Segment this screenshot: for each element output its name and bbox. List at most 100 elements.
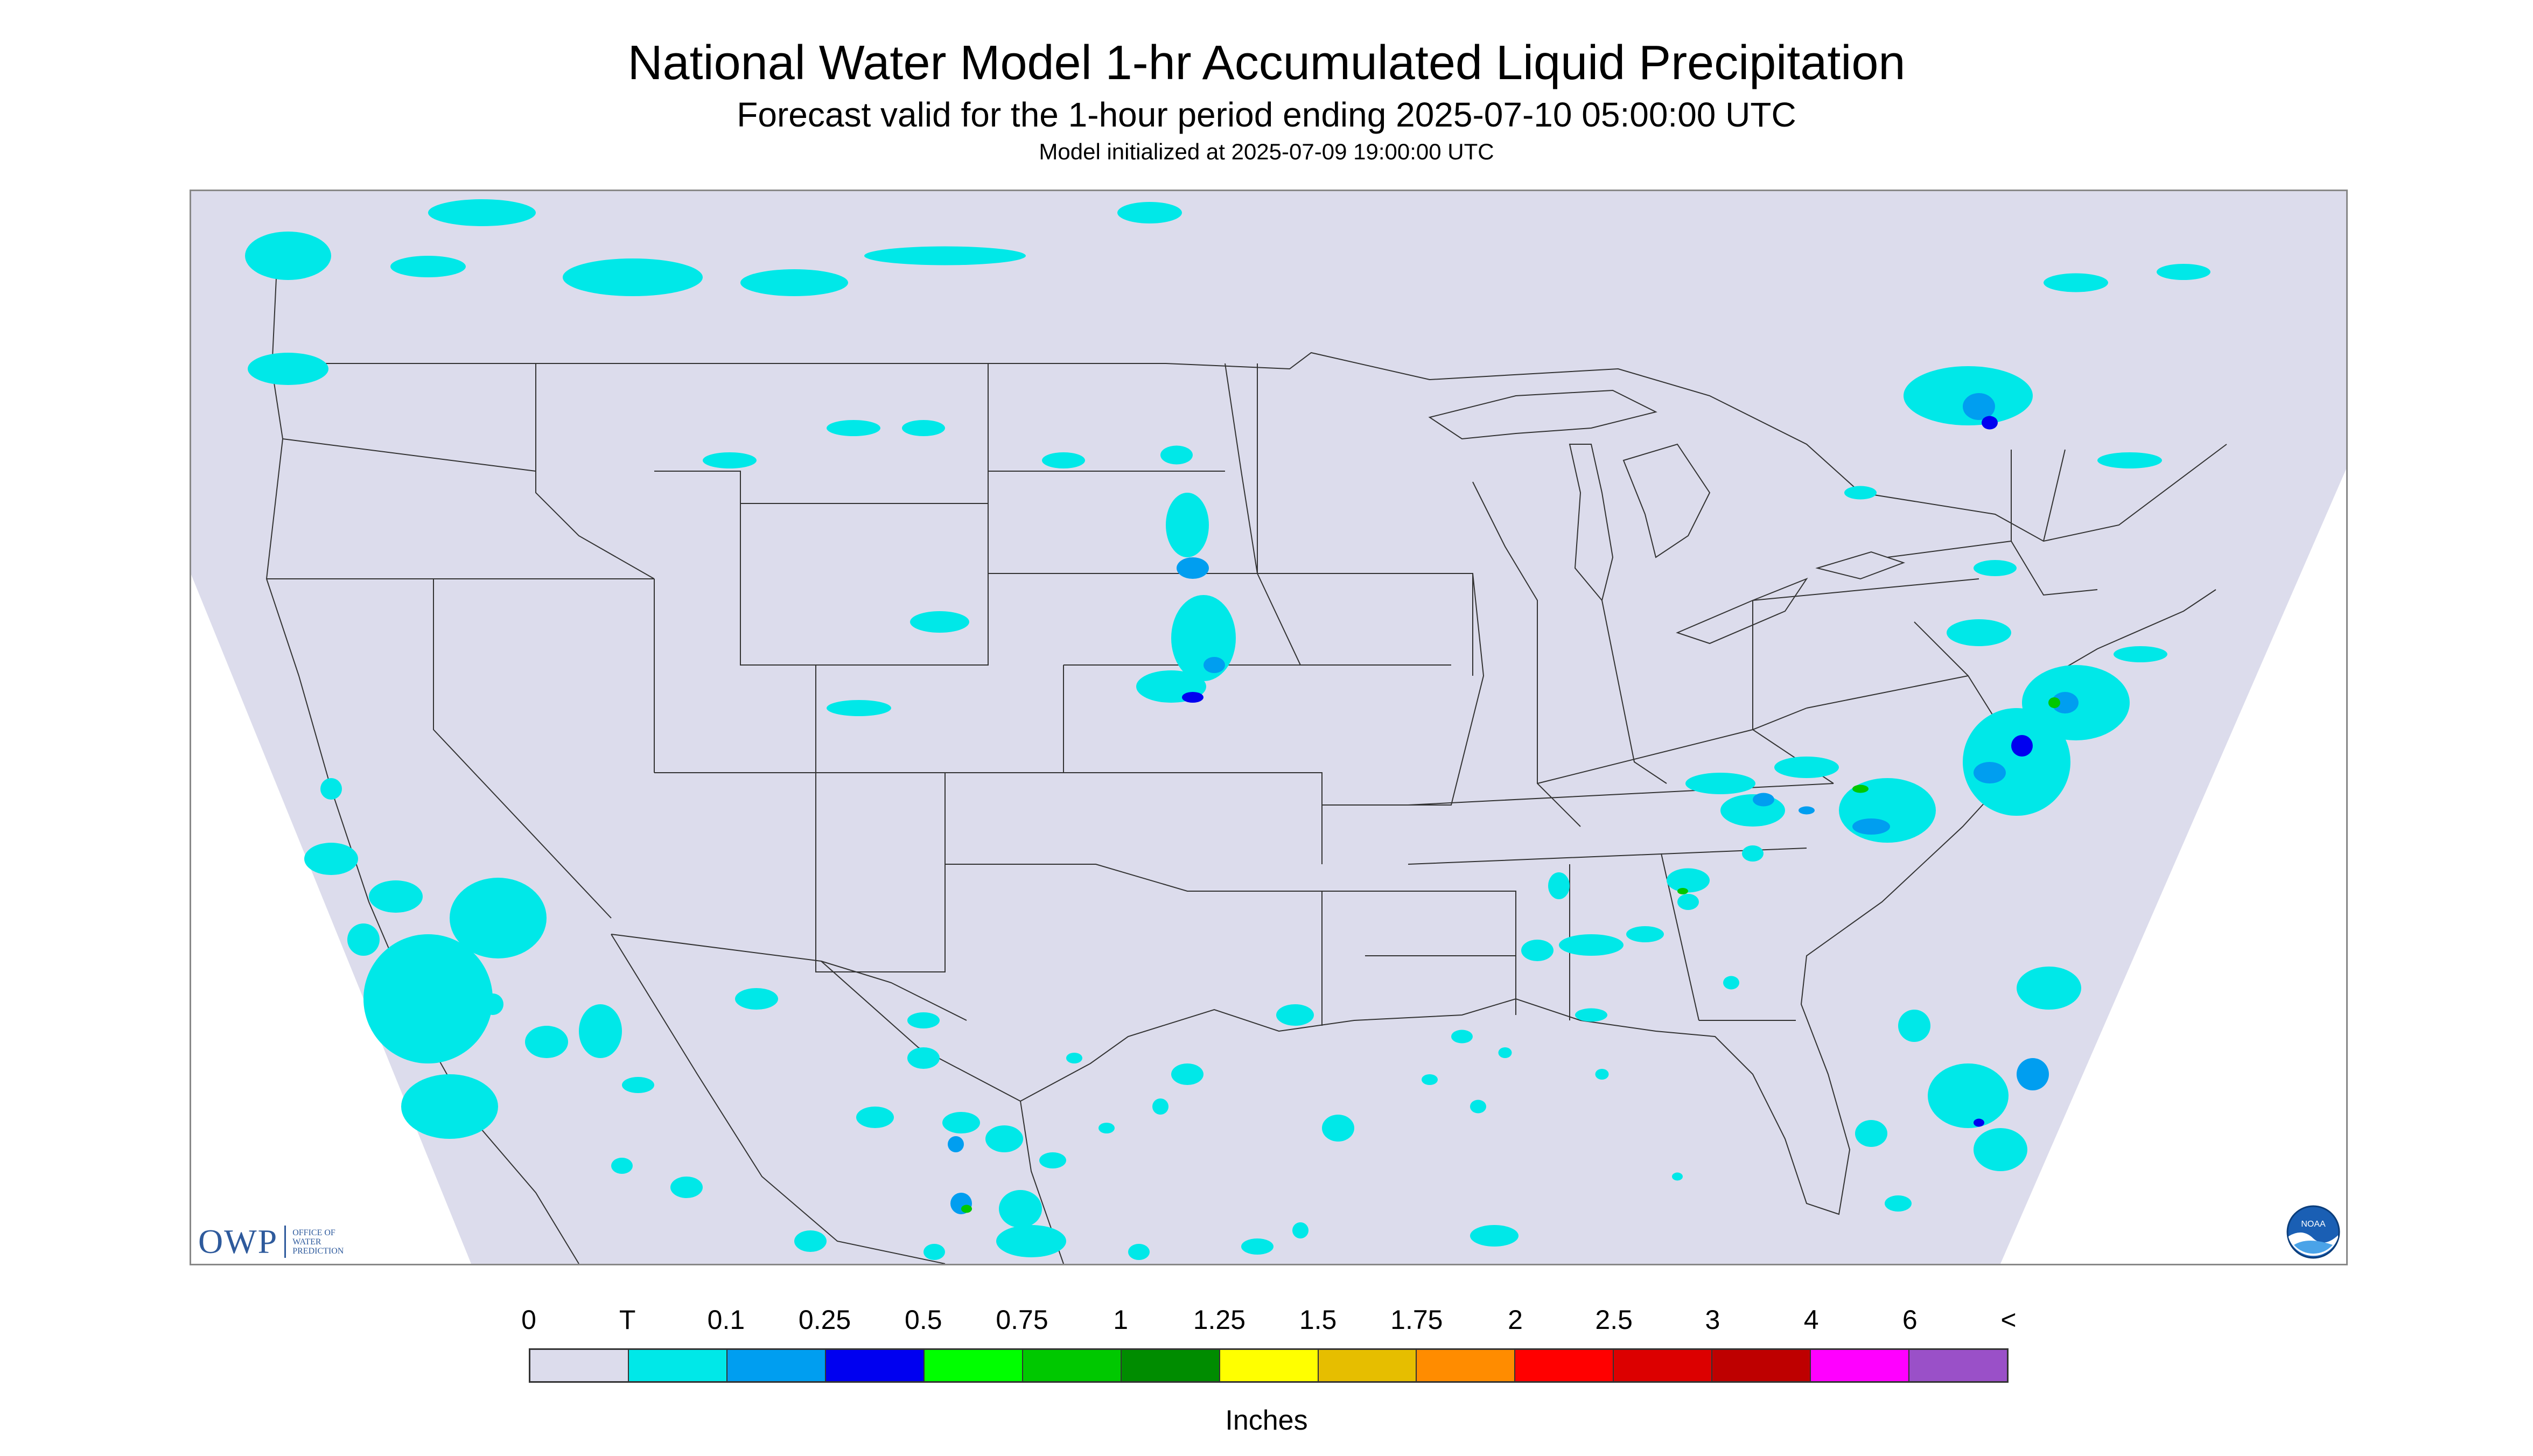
precip-area <box>961 1205 972 1213</box>
precip-area <box>1171 595 1236 681</box>
precip-area <box>1685 773 1755 794</box>
precip-area <box>1982 416 1998 430</box>
precip-area <box>1844 486 1877 500</box>
precip-area <box>1852 818 1890 835</box>
precip-area <box>2044 273 2108 292</box>
precipitation-map <box>190 190 2348 1265</box>
precip-area <box>1626 926 1664 942</box>
precip-area <box>1451 1030 1473 1044</box>
precip-area <box>248 353 328 385</box>
precip-area <box>1974 762 2006 783</box>
precip-area <box>1042 452 1085 468</box>
precip-area <box>347 923 380 956</box>
legend-label: 1.75 <box>1390 1305 1443 1335</box>
precip-area <box>1548 872 1570 899</box>
precip-area <box>2017 1058 2049 1090</box>
legend-label: 1.25 <box>1193 1305 1246 1335</box>
dakotas <box>988 363 1258 665</box>
legend-label: 2 <box>1508 1305 1523 1335</box>
precip-area <box>827 700 891 716</box>
owp-logo-letters: OWP <box>198 1222 278 1261</box>
legend-units: Inches <box>1225 1405 1308 1436</box>
legend-label: 3 <box>1705 1305 1720 1335</box>
map-title: National Water Model 1-hr Accumulated Li… <box>627 36 1906 90</box>
precipitation-areas <box>245 199 2210 1260</box>
precip-area <box>864 246 1026 265</box>
precip-area <box>2157 264 2210 280</box>
precip-area <box>1128 1244 1150 1260</box>
precip-area <box>1521 940 1554 961</box>
precip-area <box>1720 794 1785 827</box>
precip-area <box>985 1125 1023 1152</box>
legend-label: 0 <box>521 1305 536 1335</box>
lake-superior <box>1428 389 1657 440</box>
co-lines <box>815 665 1064 773</box>
wa-or-line <box>282 438 536 472</box>
precip-area <box>996 1225 1066 1257</box>
legend-swatch <box>727 1350 826 1381</box>
noaa-logo: NOAA <box>2286 1205 2340 1262</box>
precip-area <box>1575 1008 1607 1022</box>
precip-area <box>1498 1047 1512 1058</box>
precip-area <box>910 611 969 633</box>
precip-area <box>703 452 757 468</box>
precip-area <box>1904 366 2033 425</box>
legend-swatch <box>1220 1350 1319 1381</box>
precip-area <box>2114 646 2167 662</box>
precip-area <box>1166 493 1209 557</box>
owp-logo-text: OFFICE OF WATER PREDICTION <box>292 1228 344 1256</box>
precip-area <box>1963 708 2070 816</box>
lake-michigan <box>1569 444 1614 602</box>
precip-area <box>1182 692 1203 703</box>
precip-area <box>1160 445 1193 465</box>
precip-area <box>1677 894 1699 910</box>
precip-area <box>1855 1120 1887 1147</box>
southern-border-gulf-coast <box>611 589 2216 1215</box>
legend-label: 0.5 <box>905 1305 942 1335</box>
legend-label: 0.25 <box>798 1305 851 1335</box>
precip-area <box>622 1077 654 1093</box>
precip-area <box>1928 1063 2009 1128</box>
legend-label: < <box>2000 1305 2017 1335</box>
precip-area <box>450 878 547 958</box>
legend-swatch <box>1811 1350 1910 1381</box>
precip-area <box>390 256 466 277</box>
nm-lines <box>815 773 946 972</box>
precip-area <box>923 1244 945 1260</box>
noaa-emblem-icon: NOAA <box>2286 1205 2340 1259</box>
forecast-valid-subtitle: Forecast valid for the 1-hour period end… <box>737 95 1796 134</box>
mt-south-line <box>654 471 988 504</box>
precip-area <box>369 880 423 913</box>
precip-area <box>1470 1225 1519 1247</box>
legend-swatch <box>1417 1350 1516 1381</box>
legend-swatch <box>1515 1350 1614 1381</box>
precip-area <box>735 988 778 1010</box>
precip-area <box>1753 793 1774 807</box>
precip-area <box>1852 785 1869 793</box>
precip-area <box>525 1026 568 1058</box>
owp-logo: OWP OFFICE OF WATER PREDICTION <box>198 1222 357 1261</box>
outside-domain-left <box>191 191 471 1264</box>
precip-area <box>794 1230 827 1252</box>
precip-area <box>1742 845 1764 862</box>
precip-area <box>1595 1069 1609 1080</box>
precip-area <box>363 934 493 1063</box>
legend-color-bar <box>529 1348 2009 1383</box>
legend-swatch <box>1318 1350 1417 1381</box>
legend-label: 2.5 <box>1595 1305 1633 1335</box>
precip-area <box>1066 1053 1082 1063</box>
precip-area <box>948 1136 964 1152</box>
precip-area <box>907 1012 940 1028</box>
legend-swatch <box>924 1350 1023 1381</box>
precip-area <box>1723 976 1739 990</box>
precip-area <box>1470 1100 1486 1114</box>
precip-area <box>1677 888 1688 894</box>
precip-area <box>1292 1222 1309 1238</box>
legend-swatch <box>1023 1350 1122 1381</box>
precip-area <box>1974 560 2017 576</box>
precip-area <box>245 232 331 280</box>
oh-pa-va <box>1752 578 2023 784</box>
precip-area <box>1672 1172 1683 1181</box>
precip-area <box>1422 1074 1438 1085</box>
precip-area <box>1276 1004 1314 1026</box>
